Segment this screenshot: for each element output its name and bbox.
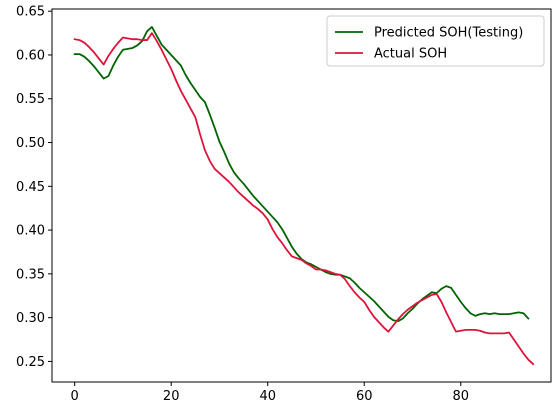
plot-area bbox=[52, 9, 551, 382]
plot-background bbox=[52, 9, 551, 382]
x-tick-label: 40 bbox=[259, 389, 276, 404]
y-tick-label: 0.35 bbox=[16, 267, 45, 282]
y-tick-label: 0.50 bbox=[16, 136, 45, 151]
x-tick-label: 60 bbox=[356, 389, 373, 404]
y-tick-label: 0.65 bbox=[16, 5, 45, 20]
series-layer bbox=[73, 26, 535, 366]
y-tick-label: 0.40 bbox=[16, 224, 45, 239]
axes-frame bbox=[51, 8, 552, 383]
legend: Predicted SOH(Testing) Actual SOH bbox=[326, 15, 545, 67]
y-tick-label: 0.30 bbox=[16, 311, 45, 326]
y-tick-label: 0.45 bbox=[16, 180, 45, 195]
series-line-1 bbox=[73, 32, 535, 366]
legend-box bbox=[326, 15, 545, 67]
x-tick-label: 0 bbox=[71, 389, 79, 404]
y-tick-label: 0.60 bbox=[16, 48, 45, 63]
legend-label-1: Actual SOH bbox=[374, 47, 447, 62]
axes-layer: 0 20 40 60 80 0.25 0.30 0.35 0.40 0.45 0.50 0.55 0.6… bbox=[16, 5, 552, 404]
y-tick-label: 0.55 bbox=[16, 92, 45, 107]
legend-label-0: Predicted SOH(Testing) bbox=[374, 26, 523, 41]
y-tick-label: 0.25 bbox=[16, 355, 45, 370]
x-tick-label: 20 bbox=[163, 389, 180, 404]
x-tick-label: 80 bbox=[452, 389, 469, 404]
